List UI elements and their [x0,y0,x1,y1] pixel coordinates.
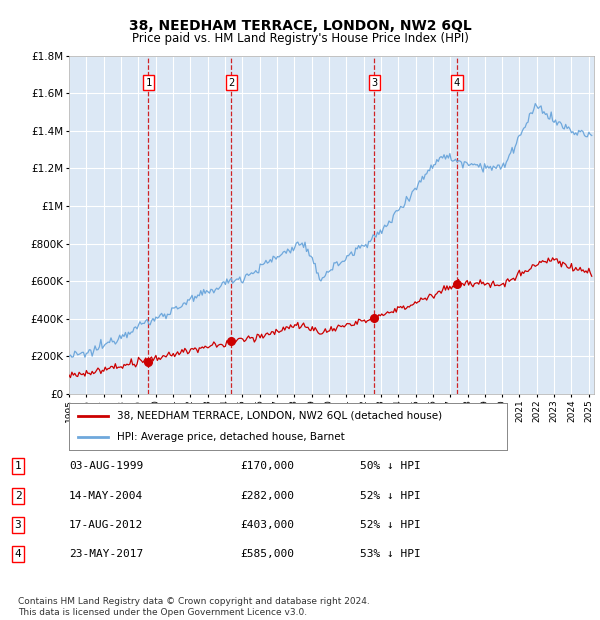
Text: 2: 2 [228,78,235,88]
Text: 23-MAY-2017: 23-MAY-2017 [69,549,143,559]
Text: 03-AUG-1999: 03-AUG-1999 [69,461,143,471]
Text: 17-AUG-2012: 17-AUG-2012 [69,520,143,530]
Text: £170,000: £170,000 [240,461,294,471]
Text: HPI: Average price, detached house, Barnet: HPI: Average price, detached house, Barn… [117,432,345,442]
Text: 38, NEEDHAM TERRACE, LONDON, NW2 6QL (detached house): 38, NEEDHAM TERRACE, LONDON, NW2 6QL (de… [117,410,442,420]
Text: 53% ↓ HPI: 53% ↓ HPI [360,549,421,559]
Text: 4: 4 [454,78,460,88]
Text: Contains HM Land Registry data © Crown copyright and database right 2024.
This d: Contains HM Land Registry data © Crown c… [18,598,370,617]
Text: 4: 4 [14,549,22,559]
Text: £403,000: £403,000 [240,520,294,530]
Text: Price paid vs. HM Land Registry's House Price Index (HPI): Price paid vs. HM Land Registry's House … [131,32,469,45]
Text: £585,000: £585,000 [240,549,294,559]
Text: 2: 2 [14,491,22,501]
Text: 52% ↓ HPI: 52% ↓ HPI [360,520,421,530]
Text: 38, NEEDHAM TERRACE, LONDON, NW2 6QL: 38, NEEDHAM TERRACE, LONDON, NW2 6QL [128,19,472,33]
Text: 14-MAY-2004: 14-MAY-2004 [69,491,143,501]
Text: 3: 3 [371,78,377,88]
Text: 50% ↓ HPI: 50% ↓ HPI [360,461,421,471]
Text: 1: 1 [14,461,22,471]
Text: 52% ↓ HPI: 52% ↓ HPI [360,491,421,501]
Text: 1: 1 [145,78,151,88]
Text: £282,000: £282,000 [240,491,294,501]
Text: 3: 3 [14,520,22,530]
